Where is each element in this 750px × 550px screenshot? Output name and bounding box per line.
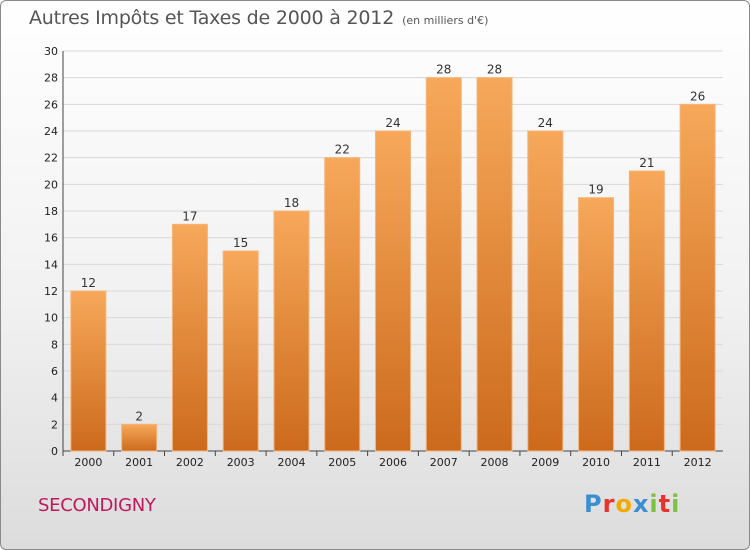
y-tick-label: 16 <box>44 232 58 245</box>
x-tick-label: 2000 <box>74 456 102 469</box>
proxiti-logo: Proxiti <box>584 490 680 518</box>
bar <box>628 170 665 452</box>
x-tick-label: 2012 <box>684 456 712 469</box>
x-tick-label: 2005 <box>328 456 356 469</box>
y-tick-label: 30 <box>44 45 58 58</box>
x-tick-labels: 2000 2001 2002 2003 2004 2005 2006 2007 2008 2009… <box>74 456 711 469</box>
data-label: 24 <box>385 116 400 130</box>
bar <box>273 210 310 452</box>
subtitle-text: (en milliers d'€) <box>402 14 489 27</box>
x-tick-label: 2004 <box>277 456 305 469</box>
title-text: Autres Impôts et Taxes de 2000 à 2012 <box>29 7 395 29</box>
bar <box>70 290 107 452</box>
x-tick-label: 2001 <box>125 456 153 469</box>
data-label: 21 <box>639 156 654 170</box>
y-tick-label: 2 <box>51 418 58 431</box>
data-label: 15 <box>233 236 248 250</box>
y-tick-label: 20 <box>44 178 58 191</box>
data-label: 17 <box>182 209 197 223</box>
y-tick-label: 22 <box>44 152 58 165</box>
bar <box>375 130 411 452</box>
y-tick-label: 0 <box>51 445 58 458</box>
x-tick-label: 2003 <box>227 456 255 469</box>
y-tick-label: 12 <box>44 285 58 298</box>
data-label: 28 <box>487 63 502 77</box>
data-label: 18 <box>284 196 299 210</box>
bar <box>171 223 208 452</box>
y-tick-label: 4 <box>51 392 58 405</box>
logo-letter: t <box>658 490 672 518</box>
y-tick-label: 24 <box>44 125 58 138</box>
x-tick-label: 2002 <box>176 456 204 469</box>
bar <box>324 157 361 452</box>
bar <box>578 197 615 452</box>
y-tick-label: 26 <box>44 98 58 111</box>
data-label: 2 <box>135 409 143 423</box>
data-label: 24 <box>538 116 553 130</box>
data-label: 28 <box>436 63 451 77</box>
data-label: 22 <box>335 143 350 157</box>
data-label: 19 <box>588 183 603 197</box>
logo-letter: P <box>584 490 603 518</box>
x-tick-label: 2009 <box>531 456 559 469</box>
y-tick-label: 8 <box>51 338 58 351</box>
x-tick-label: 2008 <box>481 456 509 469</box>
chart-title: Autres Impôts et Taxes de 2000 à 2012 (en… <box>29 7 488 29</box>
data-labels: 12 2 17 15 18 22 24 28 28 24 19 21 26 <box>81 63 706 424</box>
y-tick-label: 28 <box>44 72 58 85</box>
x-tick-label: 2007 <box>430 456 458 469</box>
x-tick-label: 2010 <box>582 456 610 469</box>
logo-letter: i <box>671 490 681 518</box>
bar <box>425 77 462 452</box>
data-label: 26 <box>690 89 705 103</box>
logo-letter: r <box>602 490 616 518</box>
y-tick-label: 6 <box>51 365 58 378</box>
y-tick-label: 14 <box>44 258 58 271</box>
x-tick-label: 2006 <box>379 456 407 469</box>
bar <box>222 250 259 452</box>
bar <box>527 130 564 452</box>
bars <box>70 77 716 452</box>
logo-letter: i <box>649 490 659 518</box>
y-tick-label: 18 <box>44 205 58 218</box>
data-label: 12 <box>81 276 96 290</box>
bar <box>679 103 716 452</box>
bar <box>476 77 513 452</box>
bar <box>121 423 158 452</box>
place-name: SECONDIGNY <box>38 495 156 516</box>
logo-letter: o <box>615 490 633 518</box>
y-tick-label: 10 <box>44 312 58 325</box>
x-tick-label: 2011 <box>633 456 661 469</box>
logo-letter: x <box>632 490 650 518</box>
